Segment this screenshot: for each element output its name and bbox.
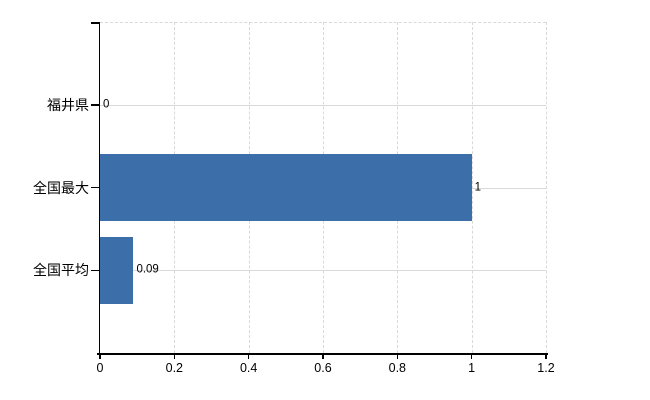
gridline-horizontal bbox=[100, 104, 546, 106]
bar bbox=[100, 154, 472, 221]
x-axis-tick bbox=[545, 354, 547, 359]
y-axis-tick bbox=[91, 104, 99, 106]
x-axis-tick bbox=[173, 354, 176, 359]
y-axis-tick bbox=[91, 186, 99, 189]
x-tick-label: 0.2 bbox=[165, 361, 184, 375]
gridline-vertical bbox=[546, 22, 547, 353]
x-tick-label: 0.4 bbox=[239, 361, 258, 375]
x-axis-tick bbox=[99, 354, 101, 359]
x-tick-label: 0.8 bbox=[388, 361, 407, 375]
value-label: 1 bbox=[474, 180, 482, 193]
x-axis-tick bbox=[247, 354, 250, 359]
x-tick-label: 1 bbox=[468, 361, 476, 375]
value-label: 0 bbox=[103, 98, 110, 110]
value-label: 0.09 bbox=[136, 263, 159, 276]
x-axis-tick bbox=[322, 354, 324, 359]
x-axis-tick bbox=[396, 354, 399, 359]
x-axis-line bbox=[97, 353, 548, 355]
x-tick-label: 0.6 bbox=[314, 361, 332, 375]
y-axis-tick bbox=[91, 269, 99, 271]
category-label: 全国平均 bbox=[33, 262, 89, 279]
gridline-horizontal bbox=[100, 270, 546, 272]
bar bbox=[100, 236, 134, 304]
x-tick-label: 1.2 bbox=[537, 361, 555, 375]
category-label: 福井県 bbox=[47, 96, 89, 113]
x-axis-tick bbox=[470, 354, 473, 359]
category-label: 全国最大 bbox=[33, 179, 89, 196]
plot-area: 0 1 0.09 bbox=[100, 22, 547, 353]
x-tick-label: 0 bbox=[96, 361, 104, 375]
y-axis-line bbox=[98, 22, 100, 353]
y-axis-tick bbox=[91, 22, 99, 24]
